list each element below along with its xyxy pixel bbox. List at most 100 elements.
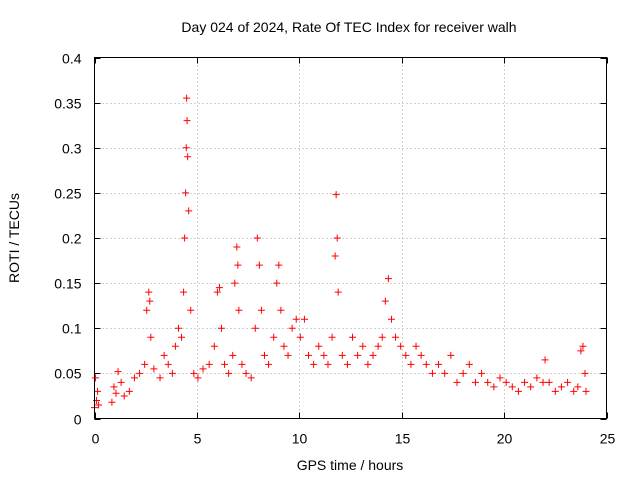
data-point-marker — [160, 351, 168, 359]
data-point-marker — [150, 365, 158, 373]
data-point-marker — [582, 387, 590, 395]
x-tick-label: 5 — [194, 431, 202, 447]
data-point-marker — [280, 342, 288, 350]
y-tick-label: 0 — [74, 412, 82, 428]
y-tick-label: 0.35 — [54, 96, 81, 112]
data-point-marker — [199, 365, 207, 373]
data-point-marker — [213, 288, 221, 296]
data-point-marker — [183, 94, 191, 102]
x-tick-label: 15 — [395, 431, 411, 447]
data-point-marker — [539, 378, 547, 386]
y-tick-label: 0.4 — [62, 51, 82, 67]
data-point-marker — [277, 306, 285, 314]
axis-ticks — [94, 57, 608, 420]
data-point-marker — [260, 351, 268, 359]
data-point-marker — [381, 297, 389, 305]
data-point-marker — [471, 378, 479, 386]
data-point-marker — [292, 315, 300, 323]
data-point-marker — [234, 261, 242, 269]
data-point-marker — [412, 342, 420, 350]
data-point-marker — [168, 369, 176, 377]
data-point-marker — [502, 378, 510, 386]
data-point-marker — [275, 261, 283, 269]
data-point-marker — [384, 275, 392, 283]
y-tick-label: 0.15 — [54, 276, 81, 292]
data-point-marker — [231, 279, 239, 287]
data-point-marker — [94, 387, 102, 395]
data-point-marker — [145, 288, 153, 296]
data-point-marker — [333, 234, 341, 242]
x-tick-labels: 0 5 10 15 20 25 — [92, 431, 616, 447]
data-point-marker — [284, 351, 292, 359]
data-point-marker — [217, 324, 225, 332]
x-axis-label: GPS time / hours — [297, 457, 404, 473]
data-point-marker — [215, 284, 223, 292]
data-point-marker — [551, 387, 559, 395]
data-point-marker — [194, 374, 202, 382]
data-point-marker — [156, 374, 164, 382]
data-point-marker — [300, 315, 308, 323]
data-point-marker — [235, 306, 243, 314]
data-point-marker — [182, 144, 190, 152]
data-point-marker — [164, 360, 172, 368]
data-point-marker — [328, 333, 336, 341]
data-point-marker — [527, 383, 535, 391]
data-point-marker — [184, 153, 192, 161]
data-point-marker — [171, 342, 179, 350]
grid-lines — [94, 57, 607, 419]
data-point-marker — [521, 378, 529, 386]
data-point-marker — [130, 374, 138, 382]
data-point-marker — [110, 383, 118, 391]
data-point-marker — [305, 351, 313, 359]
data-point-marker — [387, 315, 395, 323]
data-point-marker — [496, 374, 504, 382]
data-point-marker — [221, 360, 229, 368]
data-point-marker — [185, 207, 193, 215]
data-point-marker — [296, 333, 304, 341]
data-point-marker — [233, 243, 241, 251]
data-point-marker — [338, 351, 346, 359]
data-point-marker — [288, 324, 296, 332]
data-point-marker — [229, 351, 237, 359]
data-point-marker — [247, 374, 255, 382]
data-point-marker — [545, 378, 553, 386]
data-point-marker — [577, 347, 585, 355]
data-point-marker — [407, 360, 415, 368]
x-tick-label: 10 — [292, 431, 308, 447]
data-point-marker — [435, 360, 443, 368]
data-point-marker — [255, 261, 263, 269]
data-point-marker — [579, 342, 587, 350]
data-point-marker — [422, 360, 430, 368]
data-point-marker — [147, 333, 155, 341]
data-point-marker — [570, 387, 578, 395]
data-point-marker — [564, 378, 572, 386]
data-point-marker — [273, 279, 281, 287]
data-point-marker — [270, 333, 278, 341]
y-tick-label: 0.25 — [54, 186, 81, 202]
data-point-marker — [205, 360, 213, 368]
y-tick-label: 0.1 — [62, 321, 82, 337]
data-point-marker — [478, 369, 486, 377]
data-point-marker — [112, 389, 120, 397]
data-point-marker — [183, 117, 191, 125]
data-point-marker — [174, 324, 182, 332]
data-point-marker — [484, 378, 492, 386]
data-point-marker — [310, 360, 318, 368]
data-point-marker — [324, 360, 332, 368]
data-point-marker — [557, 383, 565, 391]
data-point-marker — [541, 356, 549, 364]
data-point-marker — [508, 383, 516, 391]
data-point-marker — [349, 333, 357, 341]
data-point-marker — [141, 360, 149, 368]
data-point-marker — [251, 324, 259, 332]
data-point-marker — [190, 369, 198, 377]
y-tick-label: 0.3 — [62, 141, 82, 157]
data-point-marker — [465, 360, 473, 368]
data-point-marker — [146, 297, 154, 305]
data-point-marker — [417, 351, 425, 359]
data-point-marker — [210, 342, 218, 350]
data-point-marker — [178, 333, 186, 341]
data-point-marker — [334, 288, 342, 296]
